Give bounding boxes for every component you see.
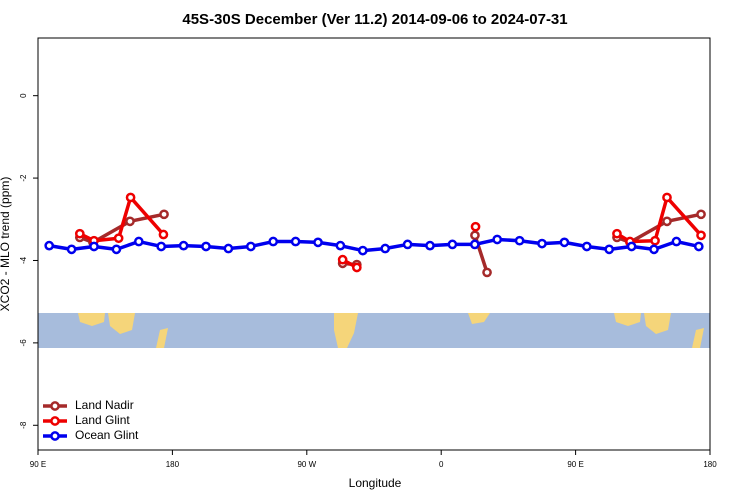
data-point — [125, 216, 135, 227]
data-point — [696, 209, 706, 220]
data-point — [671, 236, 682, 247]
data-point — [469, 239, 480, 250]
land — [334, 313, 490, 348]
land — [78, 313, 168, 348]
x-tick-label: 90 W — [297, 460, 316, 469]
data-point — [201, 241, 211, 252]
data-point — [693, 241, 704, 252]
x-tick-label: 90 E — [30, 460, 46, 469]
x-tick-label: 180 — [703, 460, 717, 469]
data-point — [335, 240, 346, 251]
data-point — [612, 228, 622, 239]
legend-marker — [50, 401, 60, 411]
data-point — [74, 228, 85, 239]
data-point — [447, 239, 458, 250]
data-point — [133, 236, 144, 247]
data-point — [537, 238, 547, 249]
data-point — [470, 230, 480, 241]
chart-title: 45S-30S December (Ver 11.2) 2014-09-06 t… — [182, 11, 567, 28]
data-point — [268, 236, 279, 247]
data-point — [649, 244, 659, 255]
y-tick-label: -8 — [19, 421, 28, 429]
data-point — [125, 192, 136, 203]
data-point — [113, 233, 124, 244]
data-point — [290, 236, 301, 247]
legend-label: Land Nadir — [75, 398, 134, 412]
data-point — [470, 221, 481, 232]
data-point — [604, 244, 615, 255]
data-point — [514, 235, 525, 246]
data-point — [89, 241, 99, 252]
x-tick-label: 0 — [439, 460, 444, 469]
x-axis-label: Longitude — [349, 476, 402, 490]
data-point — [156, 241, 167, 252]
data-point — [650, 235, 660, 246]
y-axis-label: XCO2 - MLO trend (ppm) — [0, 177, 12, 312]
data-point — [626, 241, 637, 252]
data-point — [425, 240, 435, 251]
legend-label: Land Glint — [75, 413, 130, 427]
data-point — [158, 229, 169, 240]
data-point — [337, 254, 348, 265]
data-point — [581, 241, 592, 252]
data-point — [351, 262, 362, 273]
y-tick-label: 0 — [19, 93, 28, 98]
data-point — [662, 216, 672, 227]
data-point — [159, 209, 169, 220]
data-point — [492, 234, 503, 245]
data-point — [313, 237, 323, 248]
map-band — [38, 313, 710, 348]
data-point — [559, 237, 570, 248]
x-tick-label: 180 — [166, 460, 180, 469]
data-point — [111, 244, 122, 255]
ocean — [38, 313, 710, 348]
data-point — [66, 244, 77, 255]
legend-label: Ocean Glint — [75, 428, 139, 442]
data-point — [178, 240, 189, 251]
data-point — [357, 245, 368, 256]
x-tick-label: 90 E — [567, 460, 583, 469]
data-point — [482, 267, 492, 278]
y-tick-label: -6 — [19, 339, 28, 347]
legend-marker — [50, 416, 60, 426]
land — [614, 313, 704, 348]
data-point — [44, 240, 55, 251]
y-tick-label: -4 — [19, 256, 28, 264]
data-point — [402, 239, 413, 250]
data-point — [696, 230, 706, 241]
plot-frame — [37, 37, 711, 451]
data-point — [245, 241, 256, 252]
data-point — [380, 243, 391, 254]
legend-marker — [50, 431, 60, 441]
data-point — [223, 243, 234, 254]
data-point — [662, 192, 672, 203]
y-tick-label: -2 — [19, 174, 28, 182]
